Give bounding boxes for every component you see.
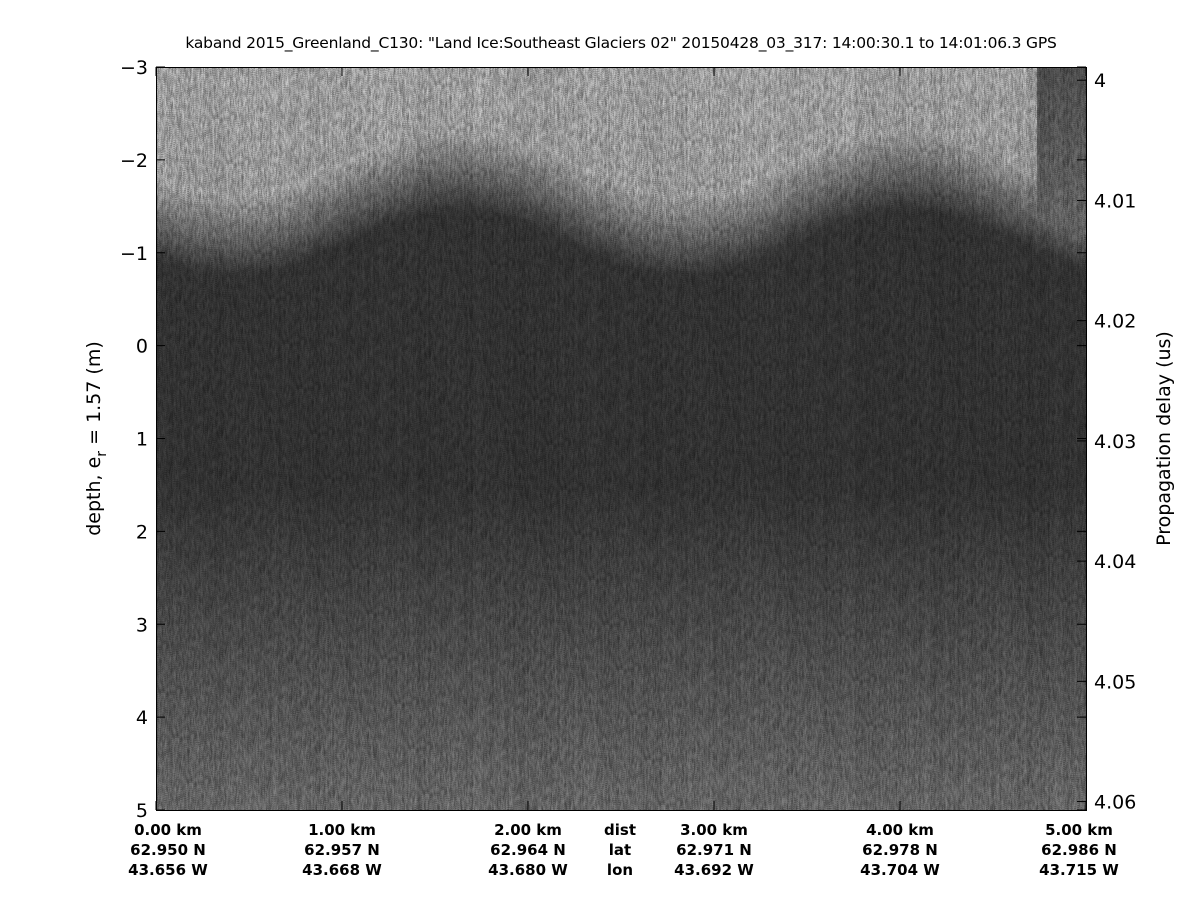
y-axis-label-right: Propagation delay (us)	[1153, 331, 1175, 546]
chart-title: kaband 2015_Greenland_C130: "Land Ice:So…	[185, 34, 1057, 52]
y-tick-label-left: 2	[136, 521, 148, 543]
x-label-lat: 62.964 N	[490, 841, 566, 859]
y-tick-label-left: 3	[136, 614, 148, 636]
x-row-name-lon: lon	[606, 861, 634, 879]
echogram-image	[156, 67, 1086, 810]
x-label-lon: 43.680 W	[488, 861, 568, 879]
y-tick-label-left: 0	[136, 336, 148, 358]
x-label-dist: 0.00 km	[134, 821, 202, 839]
x-label-dist: 4.00 km	[866, 821, 934, 839]
x-label-dist: 2.00 km	[494, 821, 562, 839]
x-label-dist: 3.00 km	[680, 821, 748, 839]
y-tick-label-right: 4.05	[1094, 671, 1136, 693]
echogram-plot	[156, 67, 1086, 810]
y-tick-label-left: 5	[136, 800, 148, 822]
y-tick-label-left: 4	[136, 707, 148, 729]
y-tick-label-right: 4	[1094, 70, 1106, 92]
x-label-lon: 43.668 W	[302, 861, 382, 879]
x-row-name-lat: lat	[608, 841, 632, 859]
y-tick-label-right: 4.04	[1094, 551, 1136, 573]
x-label-lon: 43.692 W	[674, 861, 754, 879]
y-tick-label-left: −3	[120, 57, 148, 79]
y-axis-label-left: depth, er = 1.57 (m)	[83, 341, 110, 536]
x-label-lat: 62.978 N	[862, 841, 938, 859]
x-label-lat: 62.957 N	[304, 841, 380, 859]
x-label-lon: 43.656 W	[128, 861, 208, 879]
x-label-dist: 5.00 km	[1045, 821, 1113, 839]
y-tick-label-left: −2	[120, 150, 148, 172]
x-label-lon: 43.704 W	[860, 861, 940, 879]
x-label-lon: 43.715 W	[1039, 861, 1119, 879]
x-label-dist: 1.00 km	[308, 821, 376, 839]
y-tick-label-right: 4.06	[1094, 792, 1136, 814]
y-tick-label-left: −1	[120, 243, 148, 265]
x-label-lat: 62.950 N	[130, 841, 206, 859]
y-tick-label-right: 4.01	[1094, 190, 1136, 212]
x-row-name-dist: dist	[604, 821, 636, 839]
y-tick-label-left: 1	[136, 429, 148, 451]
x-label-lat: 62.971 N	[676, 841, 752, 859]
y-tick-label-right: 4.03	[1094, 431, 1136, 453]
x-label-lat: 62.986 N	[1041, 841, 1117, 859]
y-tick-label-right: 4.02	[1094, 311, 1136, 333]
